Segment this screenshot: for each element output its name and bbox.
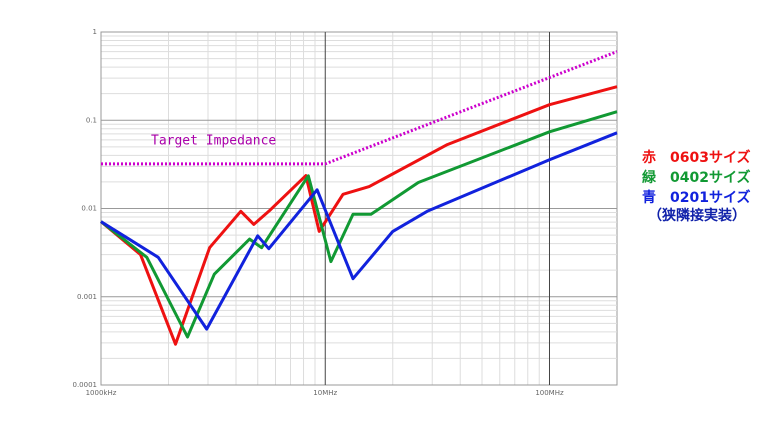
legend-entry: 赤 0603サイズ <box>642 149 751 166</box>
y-tick-label: 0.0001 <box>73 381 98 389</box>
x-tick-label: 100MHz <box>535 389 564 397</box>
target-line <box>101 50 618 166</box>
legend-note: （狭隣接実装） <box>648 207 746 224</box>
impedance-curve <box>100 131 618 331</box>
impedance-curve <box>100 85 618 346</box>
x-tick-label: 10MHz <box>313 389 337 397</box>
impedance-curve <box>100 110 618 339</box>
y-tick-label: 0.01 <box>81 205 97 213</box>
y-tick-label: 1 <box>93 28 97 36</box>
legend-entry: 青 0201サイズ <box>642 189 751 206</box>
y-tick-label: 0.1 <box>86 116 97 124</box>
x-tick-label: 1000kHz <box>86 389 117 397</box>
legend-entry: 緑 0402サイズ <box>642 169 751 186</box>
y-tick-label: 0.001 <box>77 293 97 301</box>
target-label: Target Impedance <box>151 133 276 148</box>
